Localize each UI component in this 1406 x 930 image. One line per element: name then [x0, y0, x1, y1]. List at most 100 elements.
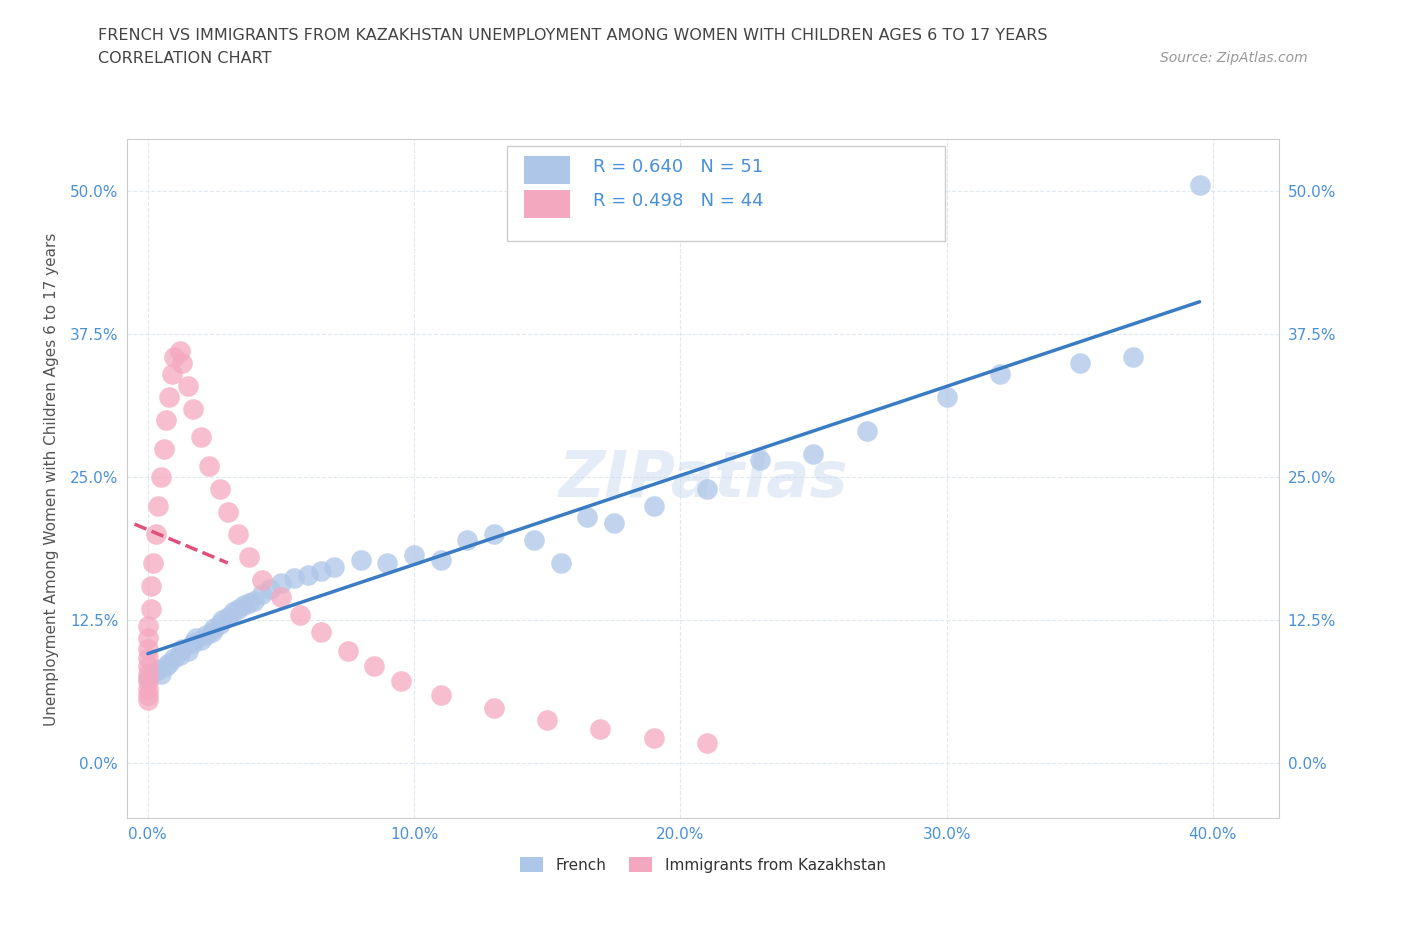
- Point: [309, 564, 332, 578]
- Point: [749, 453, 772, 468]
- Point: [157, 656, 180, 671]
- Point: [160, 366, 183, 381]
- Point: [202, 621, 225, 636]
- Y-axis label: Unemployment Among Women with Children Ages 6 to 17 years: Unemployment Among Women with Children A…: [44, 232, 59, 725]
- Point: [283, 570, 305, 585]
- Point: [190, 632, 212, 647]
- Text: CORRELATION CHART: CORRELATION CHART: [98, 51, 271, 66]
- Point: [696, 481, 718, 496]
- Point: [389, 673, 412, 688]
- Point: [169, 647, 191, 662]
- Point: [243, 593, 266, 608]
- Text: ZIPatlas: ZIPatlas: [558, 448, 848, 510]
- Point: [429, 687, 451, 702]
- Point: [603, 515, 626, 530]
- Point: [259, 582, 281, 597]
- Point: [150, 667, 173, 682]
- Point: [228, 602, 250, 617]
- FancyBboxPatch shape: [508, 146, 945, 242]
- Point: [211, 613, 233, 628]
- Point: [482, 701, 505, 716]
- Point: [643, 498, 665, 513]
- Point: [181, 401, 204, 416]
- Point: [350, 552, 373, 567]
- Point: [536, 712, 558, 727]
- Point: [177, 644, 200, 658]
- Point: [696, 736, 718, 751]
- Point: [208, 481, 231, 496]
- Text: R = 0.498   N = 44: R = 0.498 N = 44: [593, 192, 763, 209]
- Point: [142, 664, 165, 679]
- Point: [217, 504, 239, 519]
- Point: [208, 617, 231, 631]
- Point: [136, 671, 159, 685]
- Point: [297, 567, 319, 582]
- FancyBboxPatch shape: [524, 191, 571, 218]
- Point: [139, 578, 162, 593]
- Point: [482, 527, 505, 542]
- Point: [803, 447, 825, 462]
- Point: [270, 575, 292, 590]
- Point: [148, 498, 170, 513]
- Point: [136, 693, 159, 708]
- Point: [136, 658, 159, 673]
- Point: [589, 722, 612, 737]
- Point: [150, 470, 173, 485]
- Point: [184, 630, 207, 644]
- Point: [288, 607, 311, 622]
- Point: [157, 390, 180, 405]
- Point: [523, 533, 546, 548]
- Point: [643, 731, 665, 746]
- Point: [238, 596, 260, 611]
- Point: [217, 609, 239, 624]
- Point: [238, 550, 260, 565]
- Point: [136, 687, 159, 702]
- Point: [252, 573, 274, 588]
- Point: [576, 510, 599, 525]
- Text: R = 0.640   N = 51: R = 0.640 N = 51: [593, 158, 763, 176]
- Point: [155, 413, 177, 428]
- Point: [142, 555, 165, 570]
- Point: [190, 430, 212, 445]
- Point: [456, 533, 478, 548]
- Point: [163, 651, 186, 666]
- Point: [155, 658, 177, 673]
- Point: [136, 630, 159, 644]
- Legend: French, Immigrants from Kazakhstan: French, Immigrants from Kazakhstan: [515, 850, 891, 879]
- Point: [323, 559, 346, 574]
- Point: [309, 624, 332, 639]
- Point: [136, 667, 159, 682]
- Point: [270, 590, 292, 604]
- Point: [1122, 350, 1144, 365]
- Point: [935, 390, 957, 405]
- Point: [1188, 178, 1211, 193]
- Point: [228, 527, 250, 542]
- Point: [222, 604, 245, 619]
- Point: [377, 555, 399, 570]
- Point: [136, 682, 159, 697]
- Point: [172, 355, 194, 370]
- Point: [336, 644, 359, 658]
- Point: [136, 618, 159, 633]
- Point: [195, 628, 218, 643]
- Point: [232, 598, 254, 613]
- Point: [198, 458, 221, 473]
- FancyBboxPatch shape: [524, 156, 571, 183]
- Text: FRENCH VS IMMIGRANTS FROM KAZAKHSTAN UNEMPLOYMENT AMONG WOMEN WITH CHILDREN AGES: FRENCH VS IMMIGRANTS FROM KAZAKHSTAN UNE…: [98, 28, 1047, 43]
- Point: [177, 379, 200, 393]
- Point: [855, 424, 877, 439]
- Point: [163, 350, 186, 365]
- Point: [153, 441, 176, 456]
- Point: [363, 658, 385, 673]
- Point: [145, 527, 167, 542]
- Point: [172, 642, 194, 657]
- Point: [136, 651, 159, 666]
- Point: [1069, 355, 1091, 370]
- Point: [136, 642, 159, 657]
- Point: [550, 555, 572, 570]
- Point: [139, 602, 162, 617]
- Point: [201, 624, 224, 639]
- Point: [169, 344, 191, 359]
- Point: [988, 366, 1011, 381]
- Point: [404, 548, 426, 563]
